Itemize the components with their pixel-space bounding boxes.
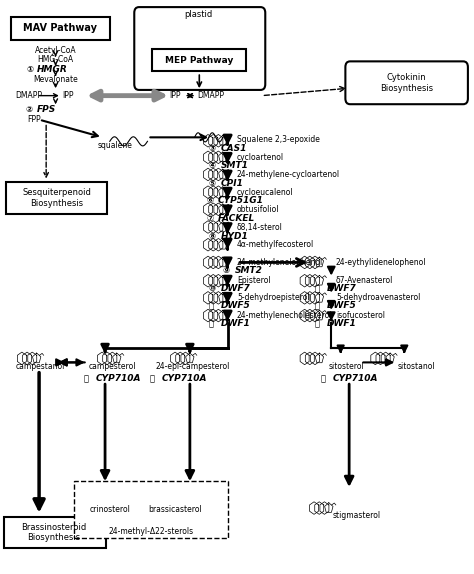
- Text: Mevalonate: Mevalonate: [33, 75, 78, 84]
- Text: IPP: IPP: [63, 91, 74, 100]
- Text: 24-methylene-cycloartenol: 24-methylene-cycloartenol: [237, 170, 340, 179]
- Text: ⑭: ⑭: [321, 374, 326, 383]
- Text: brassicasterol: brassicasterol: [148, 505, 202, 514]
- Text: ⑫: ⑫: [209, 319, 214, 328]
- Text: SMT2: SMT2: [235, 266, 263, 275]
- Text: FACKEL: FACKEL: [218, 214, 255, 223]
- Text: ②: ②: [25, 106, 32, 114]
- Text: campestanol: campestanol: [16, 362, 65, 371]
- Text: SMT1: SMT1: [220, 161, 248, 170]
- Text: obtusifoliol: obtusifoliol: [237, 205, 280, 214]
- Text: IPP: IPP: [170, 91, 181, 100]
- Text: ⑩: ⑩: [209, 284, 216, 293]
- Text: 24-methyl-Δ22-sterols: 24-methyl-Δ22-sterols: [108, 527, 193, 536]
- Text: stigmasterol: stigmasterol: [332, 511, 380, 520]
- Text: sitostanol: sitostanol: [397, 362, 435, 371]
- Text: DWF7: DWF7: [327, 284, 356, 293]
- Text: FPP: FPP: [27, 115, 41, 124]
- Text: δ7-Avenasterol: δ7-Avenasterol: [336, 276, 393, 285]
- Text: FPS: FPS: [36, 106, 56, 114]
- Text: MEP Pathway: MEP Pathway: [165, 56, 234, 65]
- Text: HMG-CoA: HMG-CoA: [37, 55, 73, 64]
- Text: ①: ①: [26, 65, 33, 75]
- Text: CYP710A: CYP710A: [162, 374, 207, 383]
- Text: ⑭: ⑭: [84, 374, 89, 383]
- Text: DMAPP: DMAPP: [16, 91, 43, 100]
- Text: 5-dehydroepisterol: 5-dehydroepisterol: [237, 293, 310, 302]
- Text: ⑦: ⑦: [206, 214, 213, 223]
- Text: ④: ④: [209, 161, 216, 170]
- FancyBboxPatch shape: [74, 481, 228, 538]
- Text: plastid: plastid: [184, 10, 212, 19]
- Text: CAS1: CAS1: [220, 144, 247, 153]
- Text: 24-methylenelophenol: 24-methylenelophenol: [237, 258, 323, 267]
- Text: HMGR: HMGR: [36, 65, 67, 75]
- Text: CYP51G1: CYP51G1: [218, 196, 264, 205]
- Text: 24-methylenecholesterol: 24-methylenecholesterol: [237, 311, 332, 320]
- Text: ⑫: ⑫: [315, 301, 320, 311]
- Text: squalene: squalene: [98, 141, 133, 150]
- Text: HYD1: HYD1: [220, 232, 248, 241]
- Text: Episterol: Episterol: [237, 276, 271, 285]
- FancyBboxPatch shape: [11, 17, 110, 40]
- FancyBboxPatch shape: [4, 517, 107, 548]
- Text: ⑧: ⑧: [209, 232, 216, 241]
- Text: DWF1: DWF1: [220, 319, 250, 328]
- Text: DMAPP: DMAPP: [197, 91, 224, 100]
- Text: δ8,14-sterol: δ8,14-sterol: [237, 223, 283, 231]
- Text: ⑭: ⑭: [150, 374, 155, 383]
- Text: DWF5: DWF5: [327, 301, 356, 311]
- Text: CYP710A: CYP710A: [96, 374, 141, 383]
- Text: crinosterol: crinosterol: [90, 505, 131, 514]
- Text: 24-epi-campesterol: 24-epi-campesterol: [156, 362, 230, 371]
- Text: Cytokinin
Biosynthesis: Cytokinin Biosynthesis: [380, 73, 433, 93]
- Text: CYP710A: CYP710A: [333, 374, 378, 383]
- Text: Acetyl-CoA: Acetyl-CoA: [35, 46, 76, 55]
- FancyBboxPatch shape: [6, 183, 108, 214]
- Text: 5-dehydroavenasterol: 5-dehydroavenasterol: [336, 293, 420, 302]
- Text: 4α-methylfecosterol: 4α-methylfecosterol: [237, 241, 314, 249]
- FancyBboxPatch shape: [152, 49, 246, 71]
- Text: DWF7: DWF7: [220, 284, 250, 293]
- Text: ⑪: ⑪: [315, 284, 320, 293]
- Text: ⑤: ⑤: [209, 179, 216, 188]
- Text: DWF5: DWF5: [220, 301, 250, 311]
- Text: cycloeucalenol: cycloeucalenol: [237, 188, 293, 197]
- Text: ⑨: ⑨: [223, 266, 230, 275]
- Text: cycloartenol: cycloartenol: [237, 153, 284, 162]
- Text: ⑬: ⑬: [315, 319, 320, 328]
- Text: Brassinosteroid
Biosynthesis: Brassinosteroid Biosynthesis: [21, 523, 87, 542]
- Text: ⑪: ⑪: [209, 301, 214, 311]
- FancyBboxPatch shape: [346, 61, 468, 104]
- Text: CPI1: CPI1: [220, 179, 243, 188]
- Text: campesterol: campesterol: [89, 362, 136, 371]
- Text: 24-eythylidenelophenol: 24-eythylidenelophenol: [336, 258, 427, 267]
- Text: DWF1: DWF1: [327, 319, 356, 328]
- FancyBboxPatch shape: [134, 7, 265, 90]
- Text: isofucosterol: isofucosterol: [336, 311, 385, 320]
- Text: Squalene 2,3-epoxide: Squalene 2,3-epoxide: [237, 135, 320, 144]
- Text: sitosterol: sitosterol: [329, 362, 365, 371]
- Text: Sesquiterpenoid
Biosynthesis: Sesquiterpenoid Biosynthesis: [23, 188, 91, 208]
- Text: ⑥: ⑥: [206, 196, 213, 205]
- Text: MAV Pathway: MAV Pathway: [23, 23, 97, 33]
- Text: ③: ③: [209, 144, 216, 153]
